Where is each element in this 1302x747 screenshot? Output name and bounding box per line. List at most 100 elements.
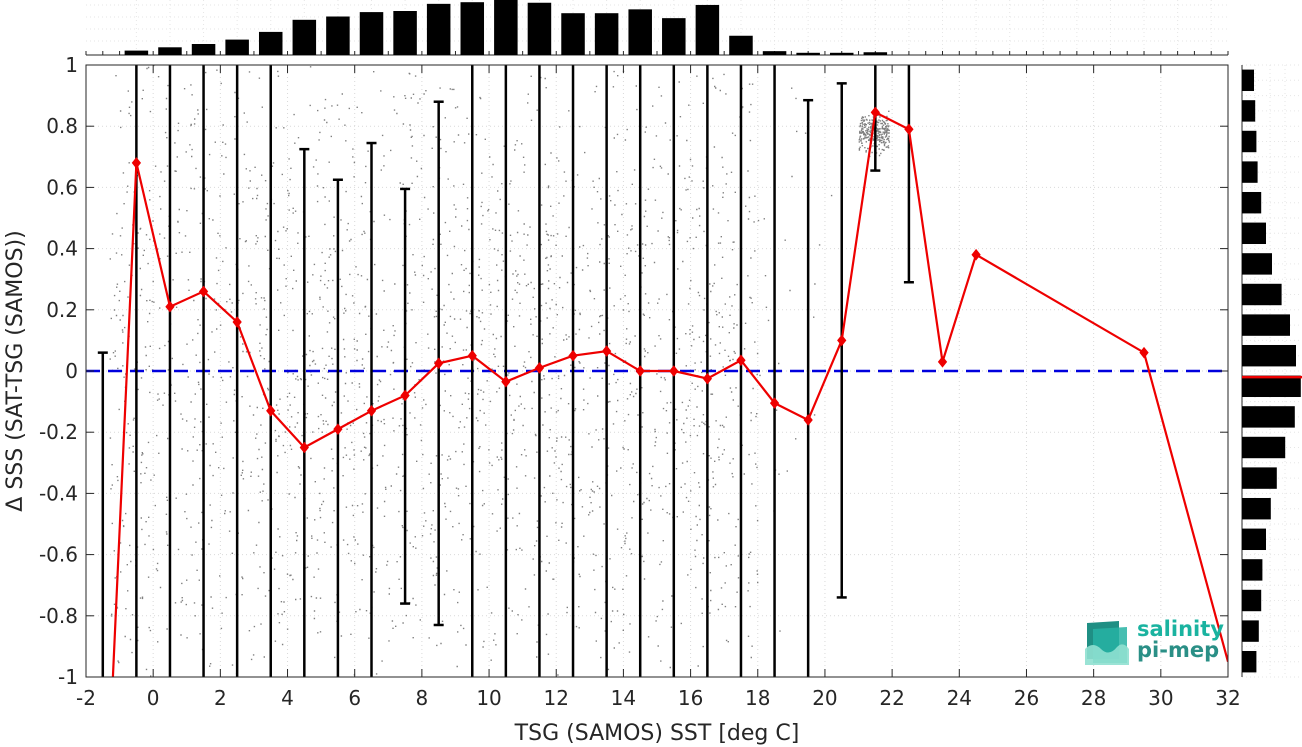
top-hist-bar: [762, 51, 787, 55]
top-hist-bar: [225, 39, 249, 55]
mean-point-marker: [366, 404, 377, 417]
right-hist-bar: [1242, 559, 1263, 581]
top-hist-bar: [494, 0, 518, 55]
top-hist-bar: [191, 44, 216, 55]
right-hist-bar: [1242, 344, 1296, 367]
logo-line-2: pi-mep: [1137, 638, 1220, 662]
x-tick-label: 32: [1215, 686, 1240, 710]
error-bar: [299, 147, 310, 677]
top-hist-bar: [796, 52, 820, 55]
mean-point-marker: [837, 334, 847, 347]
x-tick-label: 26: [1014, 686, 1039, 710]
x-tick-label: 18: [745, 686, 770, 710]
right-hist-bar: [1242, 222, 1266, 245]
top-hist-bar: [292, 19, 317, 55]
right-hist-bar: [1242, 130, 1257, 153]
right-hist-bar: [1242, 650, 1257, 673]
top-hist-bar: [326, 16, 350, 55]
y-tick-label: 0: [65, 359, 78, 383]
y-tick-label: 0.6: [46, 175, 78, 199]
mean-point-marker: [736, 354, 746, 367]
y-tick-label: -1: [58, 665, 78, 689]
x-axis-ticks: -2 0 2 4 6 8 10 12 14 16 18 20 22 24 26 28 30 32: [76, 65, 1241, 710]
right-hist-bar: [1242, 467, 1277, 489]
mean-point-marker: [467, 349, 477, 362]
mean-point-marker: [870, 106, 880, 119]
mean-point-marker: [635, 365, 645, 377]
right-hist-bar: [1242, 314, 1290, 336]
mean-point-marker: [971, 248, 981, 261]
y-tick-label: 0.8: [46, 114, 78, 138]
right-hist-bar: [1242, 436, 1286, 459]
mean-point-marker: [702, 372, 713, 385]
logo-text: salinity pi-mep: [1137, 619, 1224, 661]
error-bar: [97, 351, 108, 677]
x-tick-label: 22: [879, 686, 904, 710]
mean-point-marker: [1139, 346, 1149, 359]
salinity-pi-mep-logo: salinity pi-mep: [1083, 617, 1224, 669]
right-hist-bar: [1242, 69, 1254, 92]
x-tick-label: -2: [76, 686, 96, 710]
right-hist-bar: [1242, 406, 1295, 428]
right-hist-bar: [1242, 375, 1301, 398]
top-hist-bar: [426, 3, 451, 56]
top-hist-bar: [863, 52, 888, 55]
top-hist-bar: [359, 12, 384, 56]
top-hist-bar: [460, 2, 485, 55]
y-tick-label: -0.2: [39, 420, 78, 444]
y-tick-label: -0.8: [39, 604, 78, 628]
x-tick-label: 2: [214, 686, 227, 710]
mean-point-marker: [803, 414, 813, 426]
top-hist-bar: [561, 13, 585, 55]
y-axis-ticks: -1 -0.8 -0.6 -0.4 -0.2 0 0.2 0.4 0.6 0.8 1: [39, 53, 1228, 689]
logo-wave-icon: [1085, 621, 1129, 665]
top-hist-bar: [695, 4, 720, 55]
top-hist-bar: [393, 11, 417, 55]
error-bar: [903, 65, 914, 284]
y-tick-label: 1: [65, 53, 78, 77]
mean-point-marker: [601, 345, 612, 357]
top-histogram-panel: [85, 0, 1229, 56]
top-hist-bar: [628, 9, 652, 56]
right-hist-bar: [1242, 100, 1256, 122]
x-tick-label: 8: [416, 686, 429, 710]
y-tick-label: 0.2: [46, 298, 78, 322]
mean-point-marker: [904, 123, 914, 136]
top-hist-bar: [594, 13, 619, 55]
y-tick-label: -0.4: [39, 481, 78, 505]
x-tick-label: 28: [1081, 686, 1106, 710]
x-tick-label: 14: [611, 686, 636, 710]
mean-series: [111, 106, 1228, 677]
right-hist-bar: [1242, 497, 1271, 520]
y-tick-label: 0.4: [46, 237, 78, 261]
top-hist-bar: [124, 50, 149, 55]
x-axis-title: TSG (SAMOS) SST [deg C]: [514, 721, 800, 746]
x-tick-label: 10: [476, 686, 501, 710]
x-tick-label: 4: [281, 686, 294, 710]
x-tick-label: 30: [1148, 686, 1173, 710]
x-tick-label: 6: [348, 686, 361, 710]
right-hist-bar: [1242, 161, 1258, 183]
mean-point-marker: [266, 404, 276, 417]
mean-point-marker: [333, 423, 343, 435]
top-hist-bar: [729, 35, 753, 55]
y-tick-label: -0.6: [39, 543, 78, 567]
right-hist-bar: [1242, 528, 1266, 551]
top-hist-bar: [158, 47, 182, 55]
top-hist-bar: [527, 2, 552, 55]
right-hist-bar: [1242, 589, 1262, 612]
x-tick-label: 16: [678, 686, 703, 710]
mean-point-marker: [232, 316, 242, 328]
right-histogram-panel: [1241, 64, 1302, 678]
mean-point-marker: [131, 157, 142, 169]
mean-point-marker: [568, 349, 578, 362]
logo-line-1: salinity: [1137, 617, 1224, 641]
mean-line-path: [111, 110, 1228, 677]
right-hist-bar: [1242, 253, 1272, 275]
top-hist-bar: [258, 31, 283, 55]
mean-point-marker: [501, 375, 511, 388]
y-axis-title: Δ SSS (SAT-TSG (SAMOS)): [3, 230, 28, 511]
right-hist-bar: [1242, 620, 1259, 642]
mean-point-marker: [400, 389, 410, 402]
